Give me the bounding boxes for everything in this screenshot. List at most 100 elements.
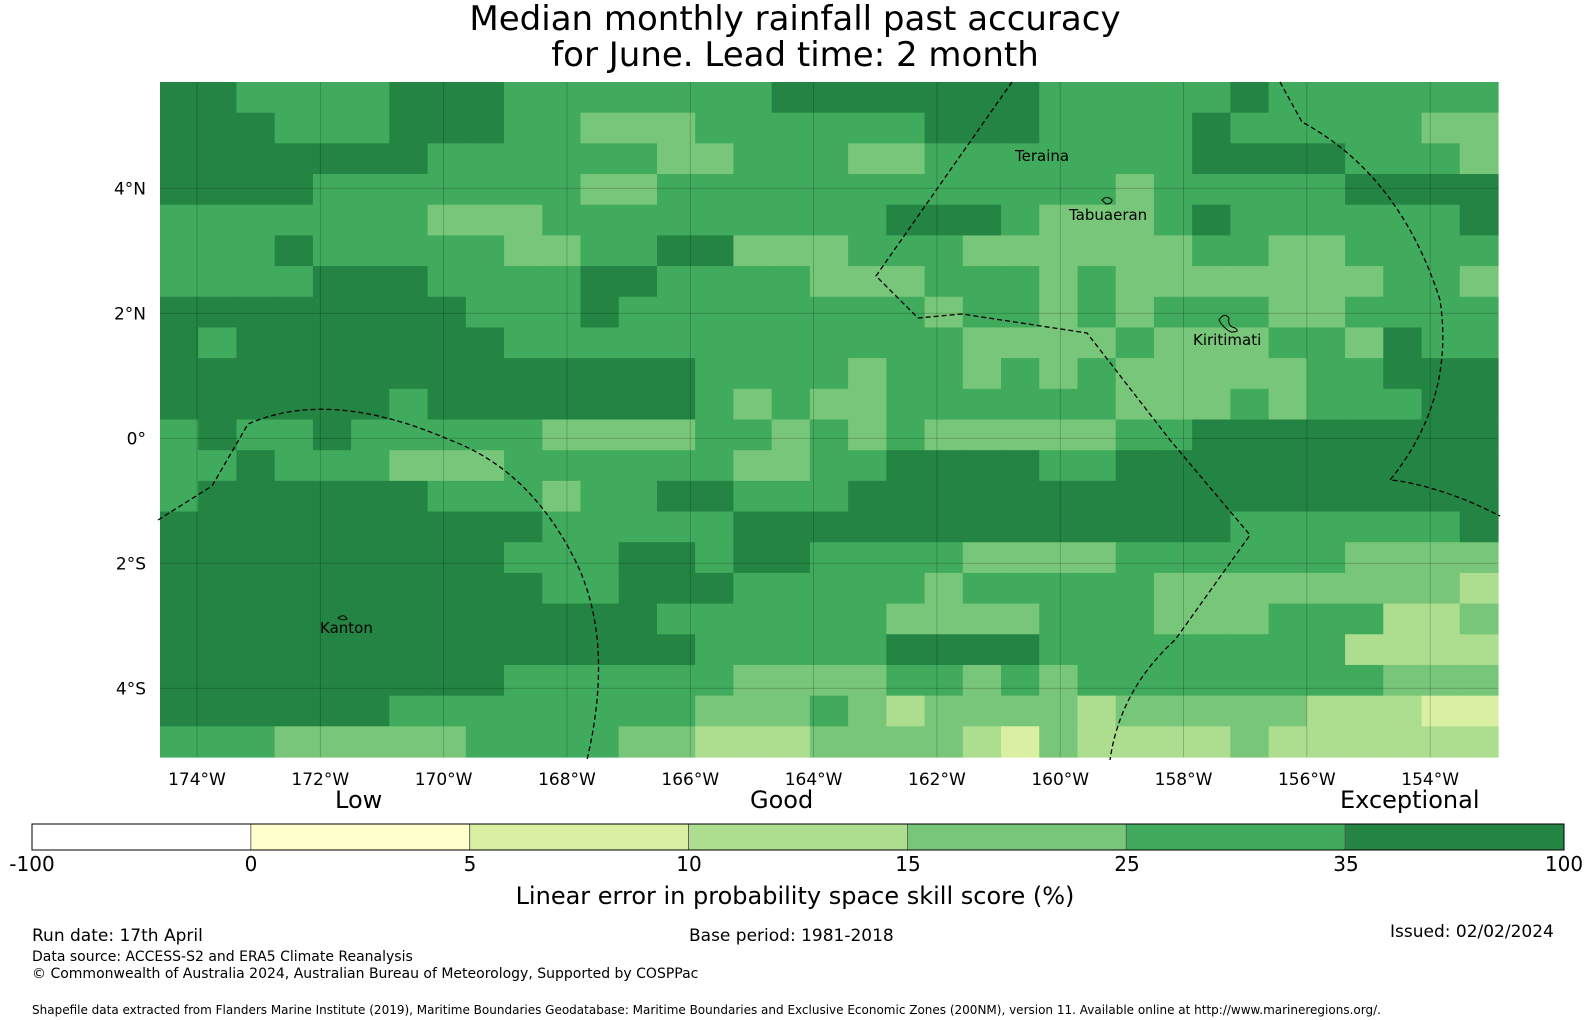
grid-cell (1383, 204, 1423, 237)
grid-cell (1153, 327, 1193, 359)
grid-cell (198, 542, 238, 574)
grid-cell (1001, 726, 1040, 758)
grid-cell (351, 82, 390, 114)
grid-cell (351, 204, 390, 237)
grid-cell (1001, 235, 1040, 267)
grid-cell (274, 235, 314, 267)
grid-cell (504, 296, 543, 329)
grid-cell (618, 695, 658, 727)
grid-cell (465, 174, 505, 206)
grid-cell (1421, 174, 1461, 206)
grid-cell (198, 235, 238, 267)
grid-cell (504, 572, 543, 605)
grid-cell (504, 726, 543, 758)
grid-cell (962, 419, 1002, 451)
grid-cell (312, 511, 352, 543)
grid-cell (618, 82, 658, 114)
grid-cell (198, 511, 238, 543)
grid-cell (312, 480, 352, 513)
grid-cell (1383, 634, 1423, 666)
grid-cell (733, 542, 773, 574)
grid-cell (695, 266, 735, 298)
grid-cell (236, 480, 276, 513)
colorbar-segment (1125, 823, 1346, 851)
grid-cell (1115, 82, 1155, 114)
grid-cell (1268, 511, 1308, 543)
grid-cell (160, 174, 199, 206)
grid-cell (733, 450, 773, 482)
grid-cell (618, 174, 658, 206)
grid-cell (962, 235, 1002, 267)
grid-cell (924, 143, 964, 175)
grid-cell (1153, 82, 1193, 114)
grid-cell (886, 634, 926, 666)
grid-cell (771, 419, 811, 451)
grid-cell (962, 82, 1002, 114)
grid-cell (924, 695, 964, 727)
grid-cell (427, 112, 467, 144)
grid-cell (236, 388, 276, 421)
grid-cell (924, 634, 964, 666)
grid-cell (236, 296, 276, 329)
grid-cell (924, 112, 964, 144)
grid-cell (1459, 82, 1499, 114)
grid-cell (389, 235, 429, 267)
grid-cell (312, 419, 352, 451)
grid-cell (848, 450, 887, 482)
grid-cell (465, 296, 505, 329)
grid-cell (1077, 112, 1117, 144)
grid-cell (618, 603, 658, 635)
grid-cell (465, 572, 505, 605)
grid-cell (351, 695, 390, 727)
grid-cell (809, 450, 849, 482)
grid-cell (160, 327, 199, 359)
grid-cell (160, 296, 199, 329)
grid-cell (1230, 480, 1270, 513)
grid-cell (1115, 542, 1155, 574)
grid-cell (351, 266, 390, 298)
grid-cell (504, 664, 543, 697)
grid-cell (1306, 235, 1346, 267)
grid-cell (1230, 327, 1270, 359)
grid-cell (886, 388, 926, 421)
grid-cell (1306, 204, 1346, 237)
grid-cell (1077, 235, 1117, 267)
lon-tick-label: 154°W (1401, 770, 1459, 790)
grid-cell (198, 388, 238, 421)
colorbar-segment (469, 823, 689, 851)
grid-cell (236, 174, 276, 206)
grid-cell (1345, 112, 1384, 144)
grid-cell (1306, 82, 1346, 114)
grid-cell (504, 235, 543, 267)
grid-cell (1001, 419, 1040, 451)
grid-cell (1153, 296, 1193, 329)
grid-cell (1039, 450, 1079, 482)
grid-cell (198, 296, 238, 329)
grid-cell (656, 664, 696, 697)
grid-cell (1345, 695, 1384, 727)
grid-cell (351, 327, 390, 359)
grid-cell (1230, 450, 1270, 482)
grid-cell (580, 327, 620, 359)
grid-cell (1383, 143, 1423, 175)
grid-cell (1039, 266, 1079, 298)
grid-cell (1039, 726, 1079, 758)
grid-cell (771, 82, 811, 114)
place-labels: Teraina Tabuaeran Kiritimati Kanton (320, 147, 1261, 637)
latitude-tick-labels: 4°N 2°N 0° 2°S 4°S (114, 179, 146, 699)
grid-cell (312, 572, 352, 605)
grid-cell (1001, 572, 1040, 605)
grid-cell (1383, 511, 1423, 543)
grid-cell (1421, 204, 1461, 237)
grid-cell (1192, 634, 1231, 666)
grid-cell (1345, 572, 1384, 605)
longitude-tick-labels: 174°W 172°W 170°W 168°W 166°W 164°W 162°W 160°W… (168, 770, 1459, 790)
grid-cell (504, 450, 543, 482)
grid-cell (160, 664, 199, 697)
grid-cell (1192, 112, 1231, 144)
grid-cell (236, 450, 276, 482)
grid-cell (1459, 419, 1499, 451)
grid-cell (1039, 542, 1079, 574)
colorbar-label-5: 25 (1114, 852, 1140, 876)
grid-cell (542, 695, 582, 727)
